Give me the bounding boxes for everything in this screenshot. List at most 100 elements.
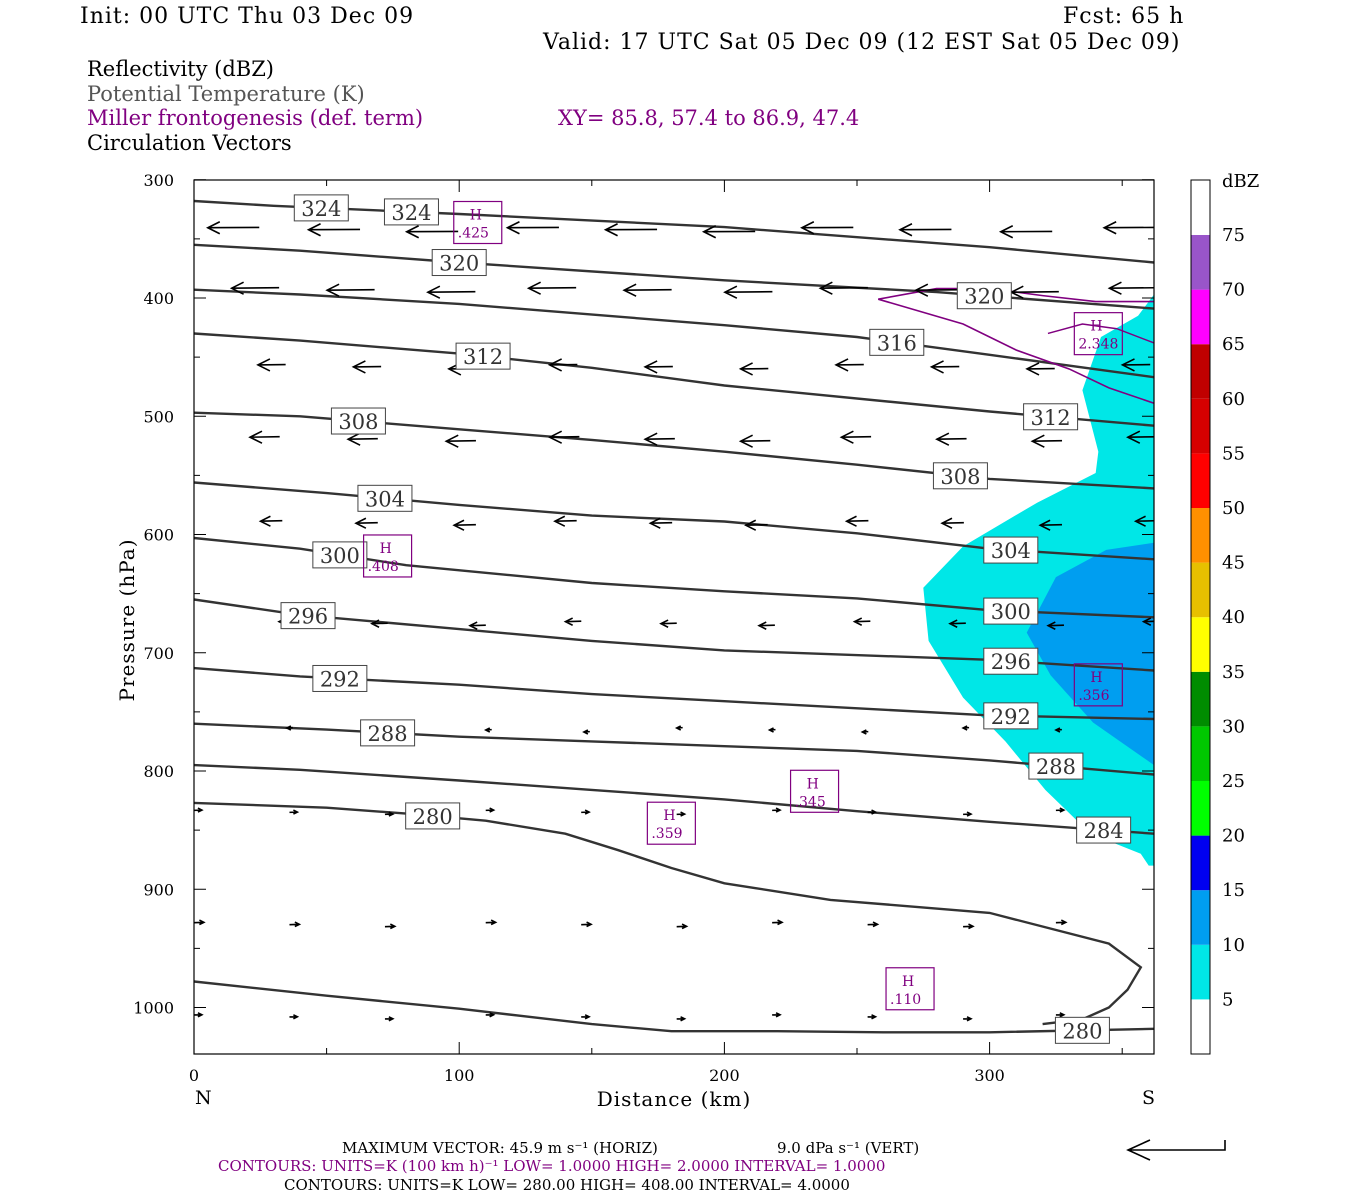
x-end-label-north: N <box>195 1087 212 1109</box>
frontogenesis-max-box <box>646 801 696 845</box>
circulation-vector <box>963 1016 973 1022</box>
circulation-vector <box>1102 221 1154 235</box>
circulation-vector <box>354 517 378 529</box>
reflectivity-10-dbz-area <box>1026 542 1154 766</box>
frontogenesis-max-label: H <box>380 541 392 557</box>
isentrope-label-280: 280 <box>1062 1019 1102 1043</box>
circulation-vector <box>1054 727 1062 733</box>
circulation-vector <box>404 225 459 239</box>
frontogenesis-contour-2 <box>877 298 1154 404</box>
colorbar-segment <box>1191 781 1210 836</box>
circulation-vector <box>582 729 590 735</box>
frontogenesis-max-box <box>789 769 840 813</box>
isentrope-label-box <box>360 719 416 747</box>
colorbar-segment <box>1191 562 1210 618</box>
isentrope-label-box <box>983 597 1039 625</box>
colorbar-segment <box>1191 235 1210 290</box>
circulation-vector <box>914 283 964 297</box>
isentrope-label-304: 304 <box>365 487 405 511</box>
isentrope-label-box <box>1054 1016 1110 1044</box>
circulation-vector <box>744 519 768 531</box>
circulation-vector <box>581 809 591 815</box>
frontogenesis-contour-3 <box>1047 323 1154 344</box>
isentrope-284 <box>194 763 1154 835</box>
circulation-vector <box>738 434 771 448</box>
isentrope-label-308: 308 <box>940 465 980 489</box>
colorbar-segment <box>1191 999 1210 1054</box>
isentrope-label-box <box>983 702 1039 730</box>
frontogenesis-max-value: .425 <box>458 226 489 242</box>
footer-contours-theta: CONTOURS: UNITS=K LOW= 280.00 HIGH= 408.… <box>284 1176 850 1194</box>
isentrope-label-288: 288 <box>368 722 408 746</box>
reference-vector-arrow <box>1126 1139 1226 1161</box>
field-reflectivity: Reflectivity (dBZ) <box>87 57 275 81</box>
isentrope-label-320: 320 <box>964 285 1004 309</box>
isentrope-label-320: 320 <box>439 252 479 276</box>
isentrope-label-300: 300 <box>991 600 1031 624</box>
colorbar-segment <box>1191 344 1210 399</box>
circulation-vector <box>800 221 854 235</box>
y-tick-label-400: 400 <box>143 289 174 308</box>
footer-max-vector: MAXIMUM VECTOR: 45.9 m s⁻¹ (HORIZ) <box>342 1139 658 1157</box>
y-tick-label-500: 500 <box>143 407 174 426</box>
circulation-vector <box>844 515 869 527</box>
circulation-vector <box>194 919 206 926</box>
frontogenesis-max-label: H <box>1090 670 1102 686</box>
isentrope-label-300: 300 <box>320 544 360 568</box>
isentrope-label-box <box>405 802 461 830</box>
colorbar-label-35: 35 <box>1222 662 1245 683</box>
x-axis-title: Distance (km) <box>597 1087 752 1111</box>
circulation-vector <box>547 358 578 372</box>
field-theta: Potential Temperature (K) <box>87 82 365 106</box>
colorbar-label-20: 20 <box>1222 826 1245 847</box>
init-time: Init: 00 UTC Thu 03 Dec 09 <box>80 4 415 29</box>
circulation-vector <box>285 725 293 731</box>
circulation-vector <box>1120 358 1151 372</box>
circulation-vector <box>963 811 973 817</box>
circulation-vector <box>659 619 677 628</box>
colorbar-segment <box>1191 835 1210 891</box>
circulation-vector <box>948 619 966 628</box>
footer-vert-vector: 9.0 dPa s⁻¹ (VERT) <box>777 1139 920 1157</box>
isentrope-label-324: 324 <box>391 201 431 225</box>
circulation-vector <box>289 1014 300 1020</box>
frontogenesis-max-value: .345 <box>795 794 826 810</box>
circulation-vector <box>1141 617 1154 626</box>
isentrope-label-box <box>431 249 487 277</box>
circulation-vector <box>346 432 378 446</box>
circulation-vector <box>867 1014 878 1020</box>
field-vectors: Circulation Vectors <box>87 131 292 155</box>
circulation-vector <box>581 1014 591 1020</box>
colorbar-segment <box>1191 453 1210 508</box>
colorbar-label-5: 5 <box>1222 989 1233 1010</box>
colorbar-segment <box>1191 726 1210 781</box>
circulation-vector <box>1046 621 1064 630</box>
field-frontogenesis: Miller frontogenesis (def. term) <box>87 106 424 130</box>
colorbar-label-70: 70 <box>1222 280 1245 301</box>
circulation-vector <box>674 725 683 731</box>
colorbar-segment <box>1191 671 1210 727</box>
circulation-vector <box>547 430 580 444</box>
isentrope-label-304: 304 <box>991 539 1031 563</box>
plot-frame <box>193 179 1155 1055</box>
circulation-vector <box>256 358 286 372</box>
circulation-vector <box>581 921 593 928</box>
y-tick-label-600: 600 <box>143 526 174 545</box>
circulation-vector <box>426 285 476 299</box>
isentrope-label-292: 292 <box>320 667 360 691</box>
circulation-vector <box>468 621 486 630</box>
isentrope-label-box <box>357 484 413 512</box>
isentrope-label-box <box>1023 403 1079 431</box>
circulation-vector <box>643 360 673 374</box>
colorbar-label-50: 50 <box>1222 498 1245 519</box>
circulation-vector <box>483 727 492 733</box>
circulation-vector <box>940 517 964 529</box>
colorbar-segment <box>1191 890 1210 945</box>
y-tick-label-300: 300 <box>143 171 174 190</box>
isentrope-label-box <box>312 541 368 569</box>
isentrope-label-box <box>983 647 1039 675</box>
circulation-vector <box>818 281 868 295</box>
circulation-vector <box>676 923 689 930</box>
colorbar-label-40: 40 <box>1222 607 1245 628</box>
